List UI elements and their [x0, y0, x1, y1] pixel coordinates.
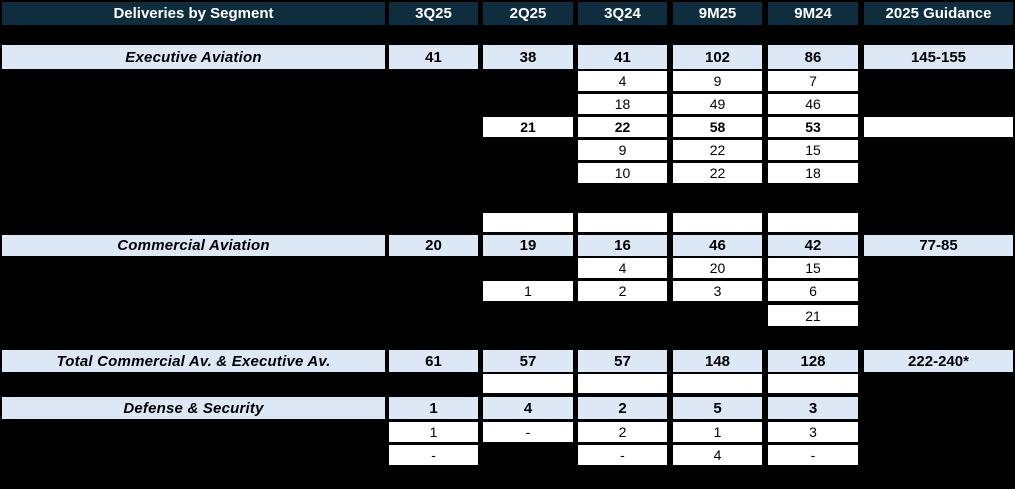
- cell-def-sub1-3q24: 2: [578, 422, 667, 442]
- cell-def-sub2-3q24: -: [578, 445, 667, 465]
- cell-spacer2-9m25-empty: [673, 374, 762, 393]
- cell-spacer2-2q25-empty: [483, 374, 573, 393]
- cell-comm-sub3-9m24: 21: [768, 305, 858, 326]
- cell-exec-2q25: 38: [483, 45, 573, 69]
- cell-comm-sub2-9m24: 6: [768, 281, 858, 301]
- cell-exec-sub3-9m24: 53: [768, 117, 858, 137]
- cell-exec-sub1-9m25: 9: [673, 71, 762, 91]
- table-title: Deliveries by Segment: [2, 2, 385, 25]
- cell-exec-guidance: 145-155: [864, 45, 1013, 69]
- cell-def-sub1-9m25: 1: [673, 422, 762, 442]
- cell-total-9m25: 148: [673, 350, 762, 372]
- cell-total-3q25: 61: [389, 350, 478, 372]
- cell-def-9m25: 5: [673, 397, 762, 419]
- cell-exec-sub3-9m25: 58: [673, 117, 762, 137]
- cell-spacer1-2q25-empty: [483, 213, 573, 232]
- row-comm-sub-2: 1 2 3 6: [0, 281, 1015, 301]
- cell-comm-3q25: 20: [389, 235, 478, 256]
- cell-exec-3q24: 41: [578, 45, 667, 69]
- cell-exec-9m24: 86: [768, 45, 858, 69]
- row-executive-aviation: Executive Aviation 41 38 41 102 86 145-1…: [0, 45, 1015, 69]
- cell-exec-sub2-9m25: 49: [673, 94, 762, 114]
- cell-def-2q25: 4: [483, 397, 573, 419]
- cell-comm-guidance: 77-85: [864, 235, 1013, 256]
- cell-comm-2q25: 19: [483, 235, 573, 256]
- cell-comm-3q24: 16: [578, 235, 667, 256]
- cell-comm-sub2-2q25: 1: [483, 281, 573, 301]
- row-exec-sub-4: 9 22 15: [0, 140, 1015, 160]
- cell-exec-sub4-9m25: 22: [673, 140, 762, 160]
- cell-exec-sub2-9m24: 46: [768, 94, 858, 114]
- cell-spacer1-3q24-empty: [578, 213, 667, 232]
- col-header-2q25: 2Q25: [483, 2, 573, 25]
- cell-exec-sub4-3q24: 9: [578, 140, 667, 160]
- cell-spacer1-9m24-empty: [768, 213, 858, 232]
- cell-exec-sub3-guidance-empty: [864, 117, 1013, 137]
- cell-exec-9m25: 102: [673, 45, 762, 69]
- cell-exec-sub4-9m24: 15: [768, 140, 858, 160]
- col-header-3q24: 3Q24: [578, 2, 667, 25]
- row-spacer-1: [0, 213, 1015, 232]
- row-exec-sub-5: 10 22 18: [0, 163, 1015, 183]
- cell-spacer1-9m25-empty: [673, 213, 762, 232]
- row-exec-sub-1: 4 9 7: [0, 71, 1015, 91]
- row-def-sub-1: 1 - 2 1 3: [0, 422, 1015, 442]
- cell-exec-sub1-3q24: 4: [578, 71, 667, 91]
- cell-exec-sub5-3q24: 10: [578, 163, 667, 183]
- col-header-9m24: 9M24: [768, 2, 858, 25]
- row-def-sub-2: - - 4 -: [0, 445, 1015, 465]
- cell-total-2q25: 57: [483, 350, 573, 372]
- cell-comm-sub2-9m25: 3: [673, 281, 762, 301]
- cell-spacer2-3q24-empty: [578, 374, 667, 393]
- cell-def-sub1-9m24: 3: [768, 422, 858, 442]
- row-defense-security: Defense & Security 1 4 2 5 3: [0, 397, 1015, 419]
- row-comm-sub-3: 21: [0, 305, 1015, 326]
- cell-comm-sub1-3q24: 4: [578, 258, 667, 278]
- cell-spacer2-9m24-empty: [768, 374, 858, 393]
- label-defense-security: Defense & Security: [2, 397, 385, 419]
- cell-comm-9m24: 42: [768, 235, 858, 256]
- cell-def-sub1-2q25: -: [483, 422, 573, 442]
- cell-exec-sub3-3q24: 22: [578, 117, 667, 137]
- cell-def-3q25: 1: [389, 397, 478, 419]
- label-commercial-aviation: Commercial Aviation: [2, 235, 385, 256]
- col-header-9m25: 9M25: [673, 2, 762, 25]
- cell-def-sub2-9m24: -: [768, 445, 858, 465]
- cell-exec-sub5-9m25: 22: [673, 163, 762, 183]
- cell-comm-sub2-3q24: 2: [578, 281, 667, 301]
- row-spacer-2: [0, 374, 1015, 393]
- label-total: Total Commercial Av. & Executive Av.: [2, 350, 385, 372]
- cell-total-3q24: 57: [578, 350, 667, 372]
- cell-comm-9m25: 46: [673, 235, 762, 256]
- cell-comm-sub1-9m24: 15: [768, 258, 858, 278]
- cell-exec-sub3-2q25: 21: [483, 117, 573, 137]
- cell-def-sub1-3q25: 1: [389, 422, 478, 442]
- cell-def-3q24: 2: [578, 397, 667, 419]
- col-header-2025-guidance: 2025 Guidance: [864, 2, 1013, 25]
- row-exec-sub-2: 18 49 46: [0, 94, 1015, 114]
- row-exec-sub-3: 21 22 58 53: [0, 117, 1015, 137]
- cell-exec-sub1-9m24: 7: [768, 71, 858, 91]
- cell-comm-sub1-9m25: 20: [673, 258, 762, 278]
- cell-exec-sub2-3q24: 18: [578, 94, 667, 114]
- cell-def-sub2-9m25: 4: [673, 445, 762, 465]
- cell-def-sub2-3q25: -: [389, 445, 478, 465]
- header-row: Deliveries by Segment 3Q25 2Q25 3Q24 9M2…: [0, 2, 1015, 25]
- label-executive-aviation: Executive Aviation: [2, 45, 385, 69]
- row-total: Total Commercial Av. & Executive Av. 61 …: [0, 350, 1015, 372]
- cell-total-guidance: 222-240*: [864, 350, 1013, 372]
- cell-exec-sub5-9m24: 18: [768, 163, 858, 183]
- cell-def-9m24: 3: [768, 397, 858, 419]
- row-commercial-aviation: Commercial Aviation 20 19 16 46 42 77-85: [0, 235, 1015, 256]
- row-comm-sub-1: 4 20 15: [0, 258, 1015, 278]
- cell-exec-3q25: 41: [389, 45, 478, 69]
- col-header-3q25: 3Q25: [389, 2, 478, 25]
- cell-total-9m24: 128: [768, 350, 858, 372]
